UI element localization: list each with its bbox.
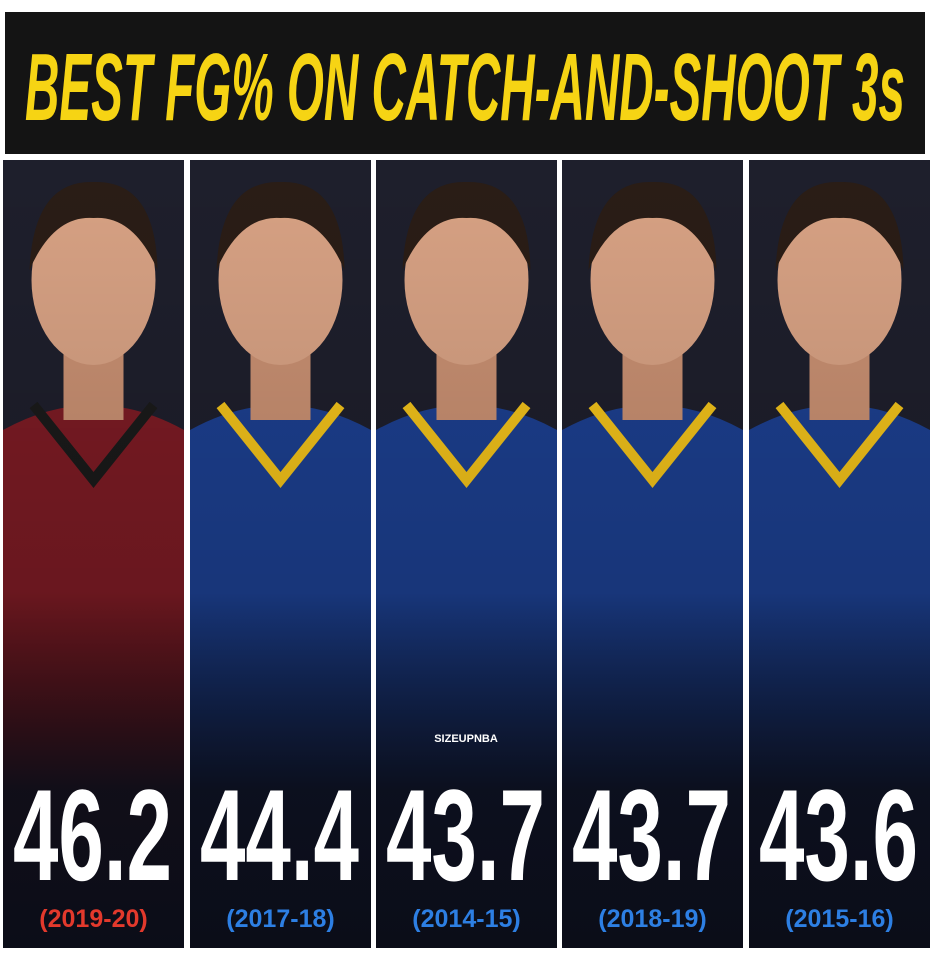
stat-value: 43.6	[759, 762, 918, 908]
player-panel: 43.7(2018-19)	[562, 160, 743, 948]
stat-value: 43.7	[386, 762, 545, 908]
stat-value: 44.4	[200, 762, 359, 908]
player-panel: 43.7(2014-15)	[376, 160, 557, 948]
season: (2019-20)	[39, 905, 147, 933]
shade	[749, 160, 930, 948]
watermark: SIZEUPNBA	[434, 733, 498, 745]
title: BEST FG% ON CATCH-AND-SHOOT 3s	[25, 34, 905, 141]
player-panel: 44.4(2017-18)	[190, 160, 371, 948]
shade	[190, 160, 371, 948]
stat-value: 43.7	[572, 762, 731, 908]
player-panel: 43.6(2015-16)	[749, 160, 930, 948]
panels: 46.2(2019-20)44.4(2017-18)43.7(2014-15)4…	[3, 160, 930, 948]
shade	[376, 160, 557, 948]
title-bar	[5, 12, 925, 154]
season: (2014-15)	[412, 905, 520, 933]
player-panel: 46.2(2019-20)	[3, 160, 184, 948]
shade	[3, 160, 184, 948]
stat-value: 46.2	[13, 762, 172, 908]
season: (2018-19)	[598, 905, 706, 933]
season: (2017-18)	[226, 905, 334, 933]
season: (2015-16)	[785, 905, 893, 933]
shade	[562, 160, 743, 948]
